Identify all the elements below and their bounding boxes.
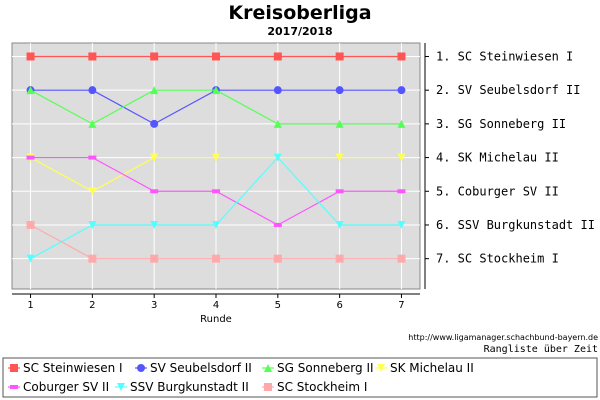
data-point	[273, 254, 282, 263]
legend-item: SC Stockheim I	[262, 380, 367, 394]
x-tick-label: 4	[213, 300, 219, 311]
data-point	[212, 153, 220, 162]
x-tick-label: 1	[27, 300, 33, 311]
data-point	[88, 187, 97, 196]
data-point	[397, 153, 406, 162]
data-point	[26, 155, 35, 160]
legend-item: Coburger SV II	[8, 380, 109, 394]
legend-item: SG Sonneberg II	[262, 361, 374, 375]
legend-label: Coburger SV II	[23, 380, 109, 394]
legend-item: SK Michelau II	[375, 361, 474, 375]
data-point	[335, 52, 344, 61]
x-tick-label: 5	[275, 300, 281, 311]
legend-marker	[117, 383, 125, 391]
rank-label: 3. SG Sonneberg II	[436, 117, 566, 131]
data-point	[88, 155, 97, 160]
legend-marker	[264, 364, 272, 372]
legend-marker	[10, 364, 18, 372]
data-point	[273, 52, 282, 61]
rank-label: 1. SC Steinwiesen I	[436, 49, 573, 63]
data-point	[212, 52, 220, 61]
data-point	[335, 153, 344, 162]
data-point	[26, 254, 35, 263]
legend: SC Steinwiesen I SV Seubelsdorf II SG Sonn…	[2, 357, 598, 398]
data-point	[273, 153, 282, 162]
data-point	[212, 220, 220, 229]
data-point	[150, 254, 159, 263]
x-tick-label: 2	[89, 300, 95, 311]
data-point	[150, 153, 159, 162]
legend-marker	[137, 364, 145, 372]
chart-title: Kreisoberliga	[228, 2, 371, 24]
legend-label: SSV Burgkunstadt II	[130, 380, 249, 394]
data-point	[397, 119, 406, 128]
series-6	[26, 153, 406, 263]
data-point	[273, 119, 282, 128]
data-point	[150, 86, 159, 95]
data-point	[212, 254, 220, 263]
rank-label: 5. Coburger SV II	[436, 184, 559, 198]
data-point	[88, 86, 97, 95]
rank-label: 6. SSV Burgkunstadt II	[436, 218, 595, 232]
data-point	[273, 222, 282, 227]
data-point	[397, 86, 406, 95]
data-point	[335, 189, 344, 194]
footer-url: http://www.ligamanager.schachbund-bayern…	[408, 333, 598, 342]
plot-area: 1 2 3 4 5 6 7	[11, 42, 421, 311]
data-point	[397, 52, 406, 61]
data-point	[335, 86, 344, 95]
series-1	[26, 52, 406, 61]
legend-item: SC Steinwiesen I	[8, 361, 123, 375]
rank-labels: 1. SC Steinwiesen I 2. SV Seubelsdorf II 3…	[424, 43, 595, 289]
legend-label: SG Sonneberg II	[277, 361, 374, 375]
legend-marker	[264, 383, 272, 391]
series-3	[26, 86, 406, 128]
data-point	[88, 52, 97, 61]
data-point	[150, 189, 159, 194]
footer-note: Rangliste über Zeit	[484, 344, 598, 355]
legend-label: SK Michelau II	[390, 361, 474, 375]
legend-item: SSV Burgkunstadt II	[115, 380, 249, 394]
legend-item: SV Seubelsdorf II	[135, 361, 252, 375]
data-point	[150, 119, 159, 128]
data-point	[273, 86, 282, 95]
x-axis-label: Runde	[200, 314, 232, 325]
legend-box	[2, 357, 598, 398]
data-point	[88, 119, 97, 128]
legend-marker	[10, 385, 18, 389]
data-point	[335, 254, 344, 263]
x-tick-label: 7	[398, 300, 404, 311]
data-point	[212, 86, 220, 95]
rank-label: 2. SV Seubelsdorf II	[436, 83, 581, 97]
data-point	[88, 254, 97, 263]
data-point	[212, 189, 220, 194]
legend-label: SC Stockheim I	[277, 380, 367, 394]
x-tick-label: 6	[336, 300, 342, 311]
series-7	[26, 220, 406, 263]
data-point	[26, 220, 35, 229]
data-point	[335, 119, 344, 128]
x-tick-label: 3	[151, 300, 157, 311]
data-point	[397, 189, 406, 194]
legend-label: SV Seubelsdorf II	[150, 361, 252, 375]
data-point	[26, 86, 35, 95]
data-point	[150, 220, 159, 229]
legend-label: SC Steinwiesen I	[23, 361, 123, 375]
data-point	[150, 52, 159, 61]
chart-subtitle: 2017/2018	[267, 25, 332, 38]
data-point	[26, 52, 35, 61]
data-point	[88, 220, 97, 229]
series-5	[26, 155, 406, 227]
rank-label: 7. SC Stockheim I	[436, 252, 559, 266]
data-point	[397, 220, 406, 229]
legend-marker	[377, 364, 385, 372]
rank-label: 4. SK Michelau II	[436, 151, 559, 165]
data-point	[335, 220, 344, 229]
data-point	[397, 254, 406, 263]
